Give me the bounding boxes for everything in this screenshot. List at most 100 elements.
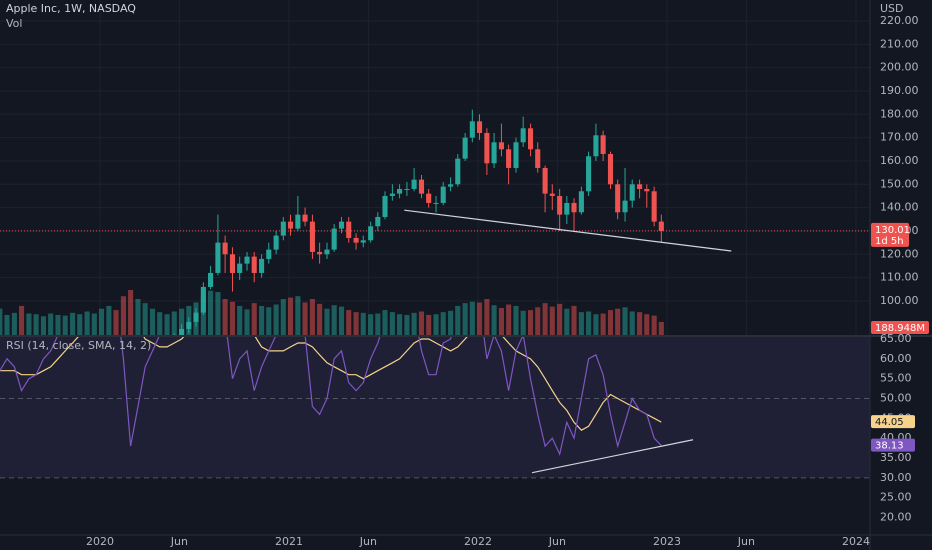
volume-bar — [149, 308, 156, 335]
volume-bar — [113, 310, 119, 335]
y-tick-label: 220.00 — [880, 14, 919, 27]
candle-body — [462, 137, 468, 159]
volume-bar — [375, 313, 381, 335]
volume-bar — [128, 290, 134, 335]
candle-body — [440, 186, 446, 203]
candle-body — [564, 202, 570, 215]
volume-bar — [651, 315, 657, 335]
rsi-tag-label: 38.13 — [875, 441, 904, 452]
candle-body — [658, 221, 664, 231]
volume-bar — [411, 312, 417, 335]
sma-tag-label: 44.05 — [875, 417, 904, 428]
rsi-sma-line — [0, 337, 662, 431]
candle-body — [324, 249, 330, 255]
y-tick-label: 100.00 — [880, 294, 919, 307]
candle-body — [455, 158, 461, 185]
candle-body — [346, 221, 352, 238]
candle-body — [542, 167, 548, 194]
volume-bar — [98, 308, 105, 335]
volume-bar — [637, 312, 643, 335]
y-tick-label: 170.00 — [880, 131, 919, 144]
candle-body — [484, 132, 490, 164]
volume-bar — [135, 299, 141, 335]
trendline — [404, 209, 732, 252]
volume-bar — [171, 311, 177, 335]
volume-bar — [360, 312, 366, 335]
candle-body — [222, 242, 228, 255]
rsi-tick-label: 35.00 — [880, 451, 912, 464]
candle-body — [375, 216, 381, 227]
volume-bar — [215, 292, 221, 335]
y-tick-label: 150.00 — [880, 177, 919, 190]
volume-bar — [4, 314, 10, 335]
candle-body — [251, 256, 257, 273]
volume-bar — [629, 311, 635, 335]
x-tick-label: 2021 — [275, 535, 303, 548]
volume-tag-label: 188.948M — [875, 323, 925, 334]
rsi-tick-label: 65.00 — [880, 332, 912, 345]
last-price-label: 130.01 — [875, 225, 910, 236]
candle-body — [273, 235, 279, 250]
volume-bar — [309, 299, 315, 335]
x-tick-label: 2023 — [653, 535, 681, 548]
last-price-tag — [871, 222, 909, 247]
candle-body — [622, 200, 628, 213]
candle-body — [520, 128, 526, 143]
candle-body — [557, 195, 563, 215]
candle-body — [404, 188, 410, 190]
volume-title: Vol — [6, 17, 22, 30]
volume-bar — [549, 306, 555, 335]
volume-bar — [237, 305, 243, 335]
volume-bar — [26, 313, 32, 335]
chart-title: Apple Inc, 1W, NASDAQ — [6, 2, 136, 15]
candle-body — [295, 214, 301, 229]
volume-bar — [48, 313, 54, 335]
volume-bar — [476, 302, 483, 335]
rsi-tick-label: 25.00 — [880, 491, 912, 504]
x-tick-label: Jun — [737, 535, 755, 548]
candle-body — [389, 193, 395, 196]
volume-bar — [229, 301, 236, 335]
volume-bar — [448, 310, 454, 335]
volume-bar — [658, 321, 664, 335]
volume-bar — [19, 305, 25, 335]
candle-body — [338, 221, 345, 229]
volume-bar — [557, 303, 563, 335]
volume-bar — [389, 312, 395, 335]
volume-bar — [535, 307, 541, 335]
volume-bar — [607, 310, 614, 335]
volume-bar — [346, 310, 352, 335]
candle-body — [578, 191, 584, 213]
rsi-tick-label: 50.00 — [880, 392, 912, 405]
volume-bar — [571, 305, 577, 335]
volume-bar — [302, 302, 308, 335]
volume-bar — [426, 314, 432, 335]
rsi-band — [0, 337, 870, 478]
volume-bar — [244, 309, 250, 335]
y-tick-label: 160.00 — [880, 154, 919, 167]
x-tick-label: 2024 — [842, 535, 870, 548]
candle-body — [309, 221, 315, 252]
volume-bar — [404, 314, 410, 335]
candle-body — [469, 121, 475, 138]
volume-bar — [368, 314, 374, 335]
rsi-title: RSI (14, close, SMA, 14, 2) — [6, 339, 151, 352]
candle-body — [179, 328, 185, 335]
volume-bar — [462, 303, 468, 335]
volume-bar — [33, 314, 39, 335]
candle-body — [317, 251, 323, 255]
candle-body — [426, 193, 432, 203]
rsi-tag — [871, 438, 915, 452]
volume-bar — [484, 299, 490, 335]
volume-bar — [331, 305, 337, 335]
volume-bar — [433, 314, 439, 335]
candle-body — [215, 242, 221, 273]
volume-bar — [208, 290, 214, 335]
y-tick-label: 120.00 — [880, 247, 919, 260]
candle-body — [208, 272, 214, 287]
candle-body — [491, 142, 497, 164]
candle-body — [571, 202, 577, 213]
currency: USD — [880, 2, 904, 15]
volume-bar — [84, 311, 90, 335]
